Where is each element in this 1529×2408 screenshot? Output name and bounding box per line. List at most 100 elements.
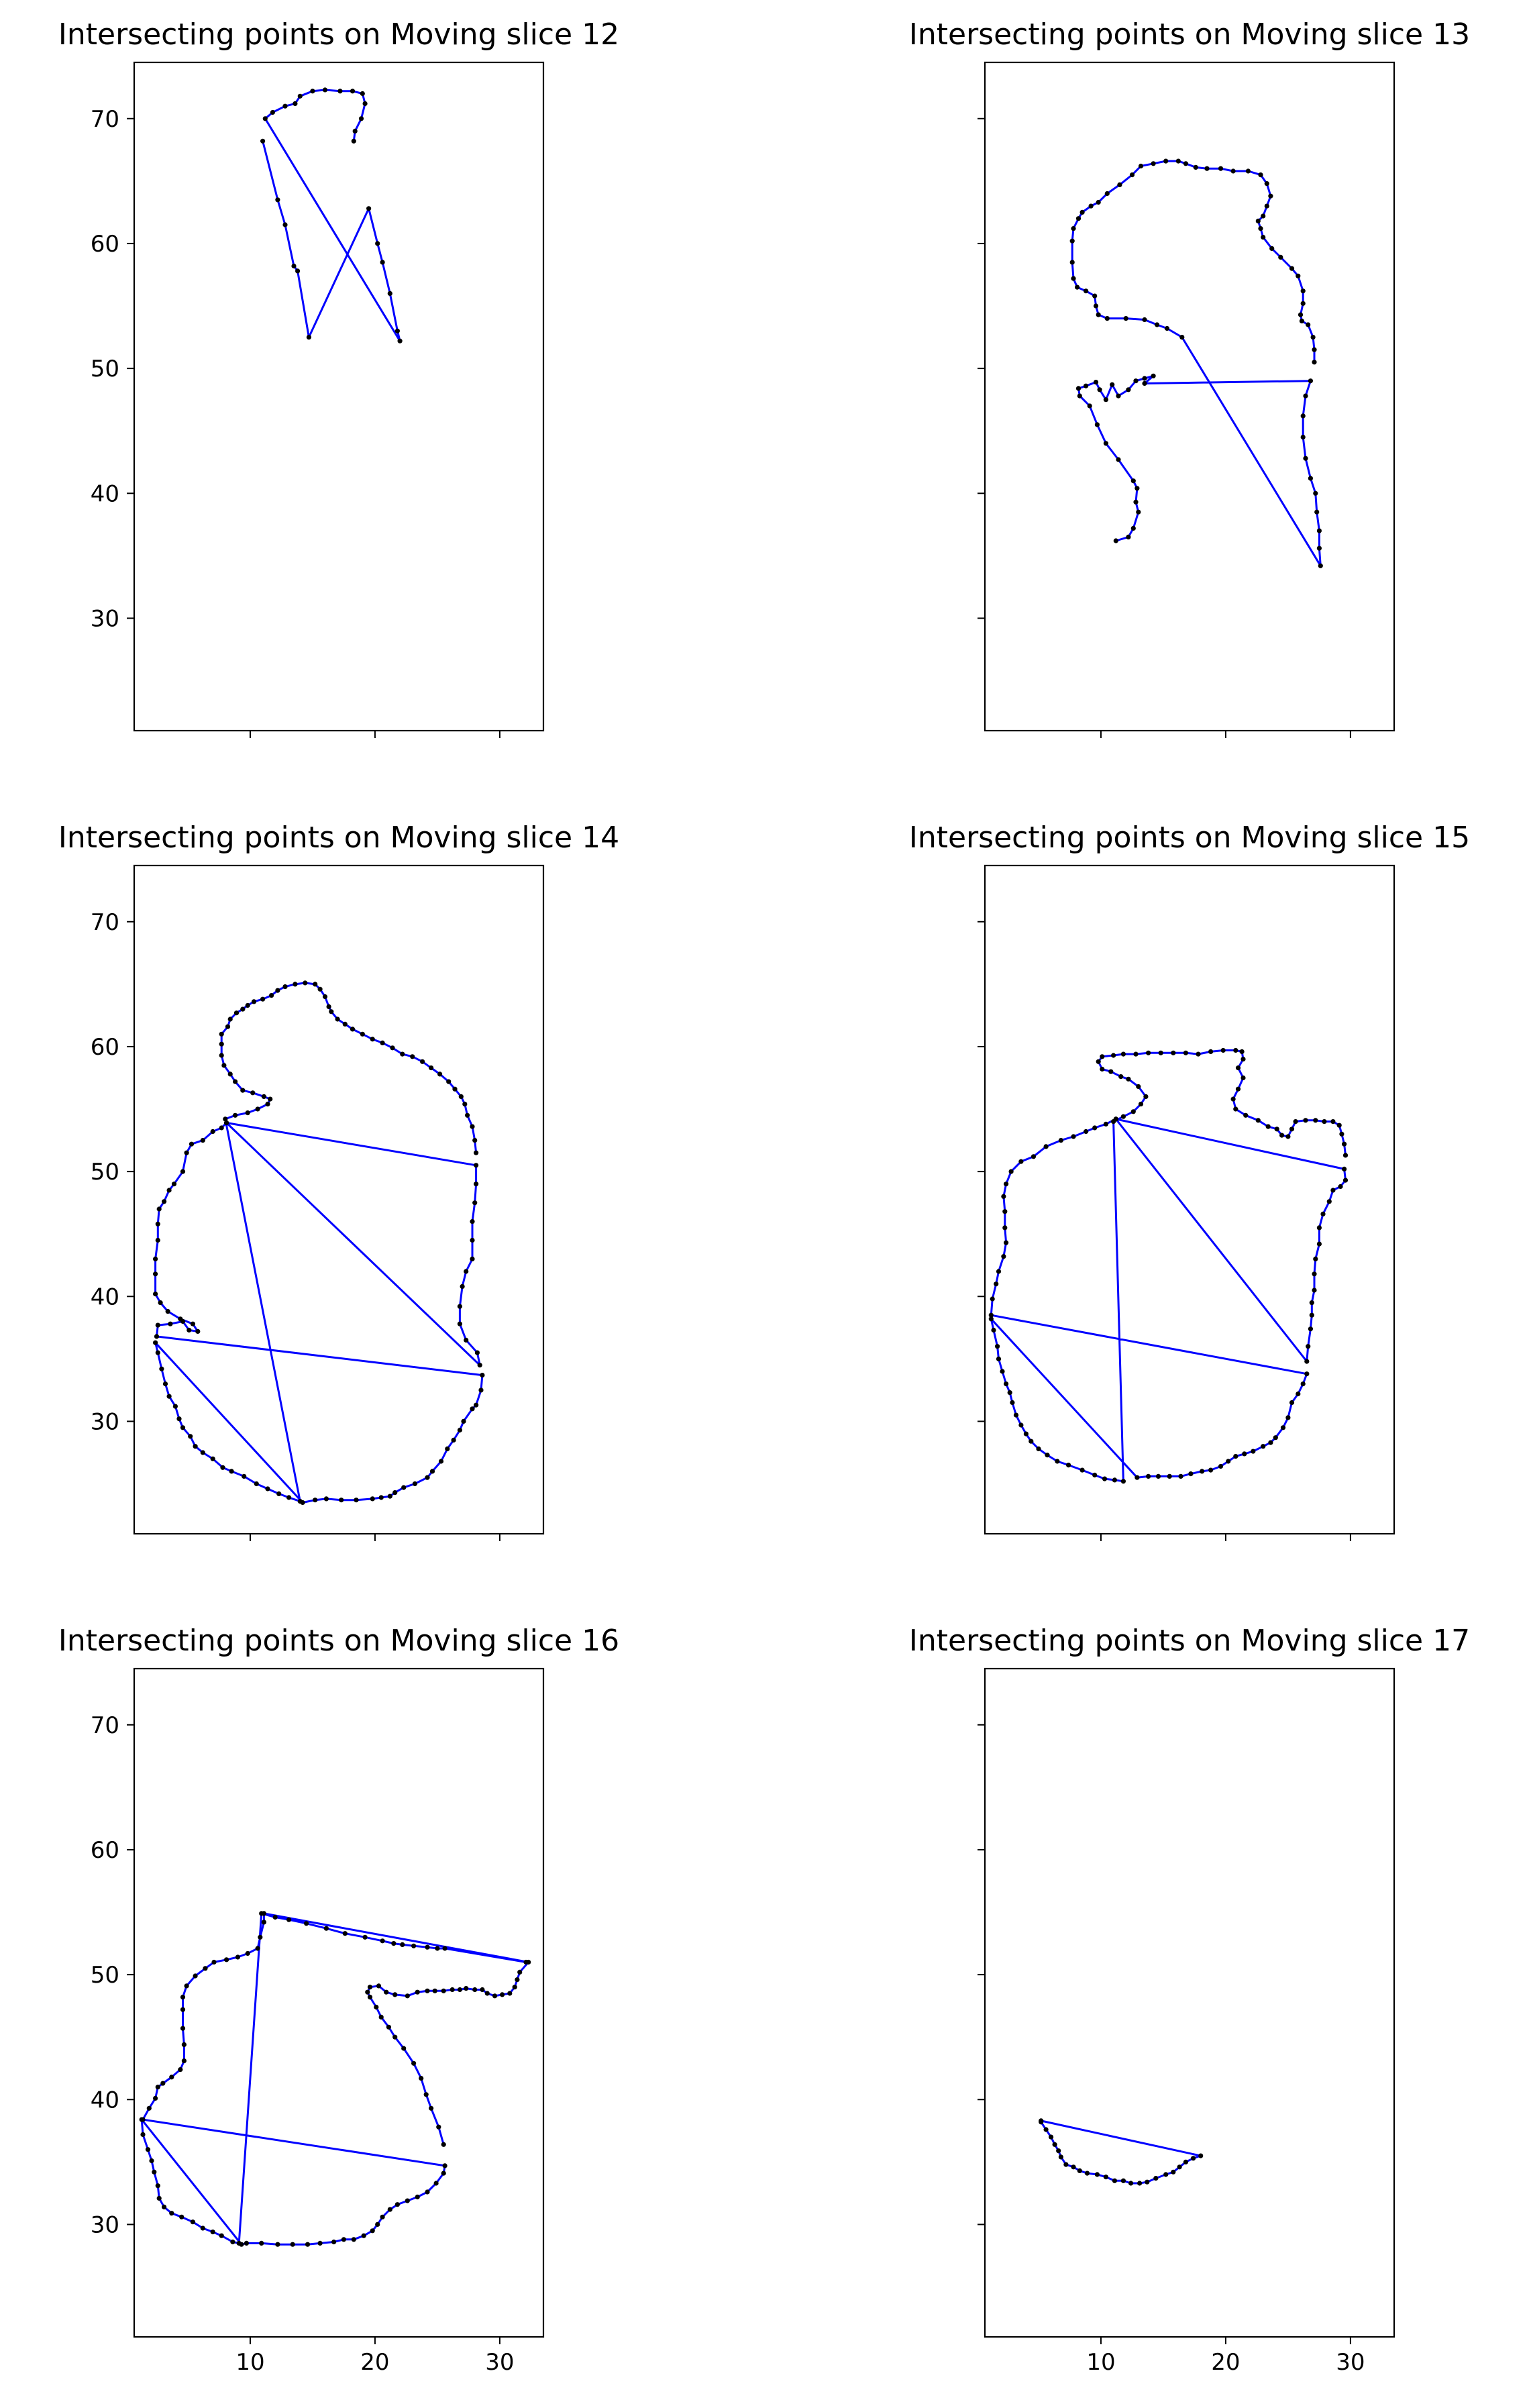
data-point (436, 2124, 441, 2130)
data-point (1084, 2170, 1090, 2176)
data-point (1310, 335, 1316, 340)
data-point (1326, 1199, 1332, 1204)
data-point (275, 2242, 280, 2247)
data-point (1296, 1391, 1301, 1397)
data-point (220, 1465, 225, 1470)
data-point (244, 2240, 249, 2246)
data-point (1018, 1422, 1024, 1428)
data-point (276, 1491, 282, 1496)
data-point (384, 1989, 389, 1995)
y-tick-label: 50 (91, 1159, 119, 1186)
data-point (1100, 1054, 1105, 1059)
data-point (1142, 317, 1147, 323)
data-point (1261, 213, 1266, 219)
data-point (432, 1988, 437, 1993)
data-point (1289, 266, 1295, 271)
data-point (370, 2228, 375, 2234)
data-point (1118, 1074, 1124, 1080)
data-point (270, 109, 275, 115)
data-point (1113, 538, 1118, 543)
data-point (293, 101, 298, 106)
data-point (1000, 1369, 1005, 1374)
data-point (410, 1054, 415, 1059)
data-point (282, 103, 288, 109)
data-point (293, 982, 298, 987)
subplot-5: Intersecting points on Moving slice 16 10… (58, 1624, 619, 2376)
data-point (1175, 158, 1181, 164)
data-point (360, 91, 365, 97)
data-point (1043, 1144, 1049, 1149)
data-point (1255, 218, 1261, 223)
data-point (452, 1086, 458, 1092)
data-point (1075, 284, 1080, 290)
data-point (1001, 1254, 1006, 1259)
data-point (233, 1079, 238, 1084)
data-point (1300, 413, 1306, 419)
data-point (1330, 1119, 1336, 1124)
data-point (1303, 1118, 1308, 1123)
data-point (1092, 1472, 1098, 1478)
data-point (1218, 166, 1224, 171)
data-point (457, 1321, 463, 1326)
data-point (1233, 1454, 1238, 1459)
data-point (996, 1356, 1002, 1361)
data-point (1096, 1059, 1101, 1064)
data-point (1163, 158, 1169, 164)
data-point (1002, 1209, 1008, 1214)
data-point (1289, 1127, 1295, 1132)
data-point (1036, 1446, 1041, 1451)
data-point (181, 2042, 187, 2047)
data-point (1300, 1381, 1306, 1387)
data-point (188, 1434, 193, 1439)
data-point (1103, 2175, 1108, 2180)
data-point (262, 116, 268, 121)
data-point (297, 1499, 303, 1504)
data-point (286, 1917, 292, 1922)
data-point (1013, 1412, 1019, 1418)
data-point (1242, 1451, 1247, 1457)
data-point (1079, 1467, 1085, 1473)
data-point (240, 1088, 246, 1093)
data-point (160, 2081, 166, 2086)
data-point (172, 1404, 178, 1409)
data-point (360, 1031, 365, 1037)
data-point (1312, 360, 1317, 365)
data-point (149, 2158, 154, 2164)
axes-frame (133, 864, 545, 1535)
data-point (1079, 209, 1085, 215)
data-point (386, 2024, 392, 2030)
data-point (1103, 1121, 1108, 1127)
subplot-3: Intersecting points on Moving slice 14 30… (58, 821, 619, 1541)
data-point (269, 993, 274, 998)
data-point (1002, 1225, 1008, 1231)
data-point (1045, 1453, 1050, 1458)
data-point (457, 1987, 463, 1993)
data-point (405, 1993, 410, 1999)
data-point (1171, 2169, 1176, 2175)
data-point (1117, 182, 1122, 187)
data-point (366, 206, 372, 211)
data-point (1258, 172, 1263, 178)
data-point (1208, 1049, 1214, 1054)
data-point (1308, 476, 1313, 481)
data-point (193, 1973, 198, 1979)
data-point (429, 1065, 434, 1071)
data-point (1306, 1344, 1311, 1349)
data-point (1143, 1094, 1149, 1099)
data-point (411, 2060, 417, 2066)
data-point (492, 1993, 498, 1999)
data-point (470, 1124, 475, 1129)
data-point (255, 1946, 260, 1951)
data-point (337, 89, 343, 94)
data-point (203, 1966, 208, 1971)
data-point (210, 2230, 215, 2235)
data-point (323, 1496, 329, 1502)
data-point (156, 1206, 162, 1212)
y-tick-label: 70 (91, 1712, 119, 1739)
data-point (342, 1931, 348, 1936)
data-point (1075, 216, 1082, 221)
data-point (166, 1188, 172, 1193)
data-point (1269, 246, 1275, 251)
data-point (195, 1328, 201, 1334)
data-point (435, 1946, 440, 1951)
